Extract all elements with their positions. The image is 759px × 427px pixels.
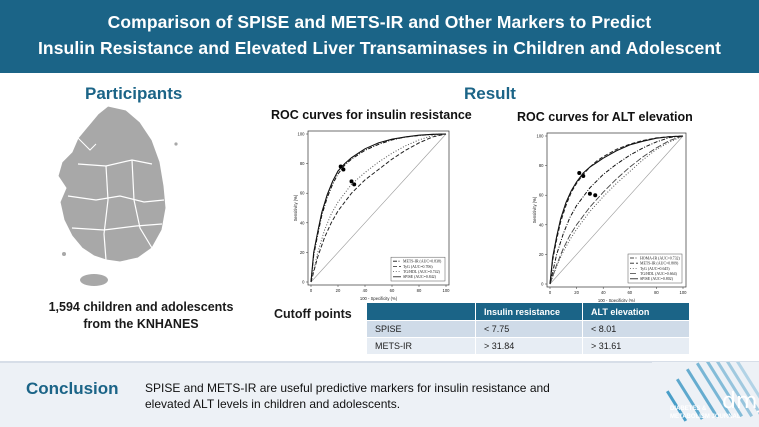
legend-box [627, 253, 683, 284]
plot-frame [546, 132, 687, 288]
result-heading: Result [464, 84, 516, 103]
conclusion-line-1: SPISE and METS-IR are useful predictive … [145, 381, 550, 395]
x-tick-label: 40 [363, 288, 368, 293]
cutoff-point [352, 182, 357, 187]
y-axis-label: Sensitivity (%) [293, 194, 298, 221]
y-tick-label: 80 [539, 163, 544, 168]
x-tick-label: 80 [417, 288, 422, 293]
cutoff-point [341, 167, 346, 172]
cutoff-label: Cutoff points [274, 307, 352, 321]
reference-diagonal [549, 135, 684, 285]
conclusion-panel [0, 361, 759, 427]
x-tick-label: 100 [443, 288, 451, 293]
roc-curve-line [310, 133, 447, 283]
y-tick-label: 0 [302, 280, 305, 285]
x-axis-label: 100 - Specificity (%) [598, 298, 636, 303]
cutoff-point [338, 164, 343, 169]
roc-ir-title: ROC curves for insulin resistance [271, 108, 472, 122]
participants-line-2: from the KNHANES [83, 317, 199, 331]
plot-frame [307, 130, 450, 286]
legend-entry: TG/HDL (AUC=0.664) [640, 272, 678, 276]
legend-entry: TyG (AUC=0.645) [640, 267, 670, 271]
y-tick-label: 100 [537, 134, 545, 139]
table-header-cell: ALT elevation [582, 302, 690, 321]
participants-line-1: 1,594 children and adolescents [48, 300, 234, 314]
y-tick-label: 100 [298, 132, 306, 137]
y-tick-label: 80 [300, 161, 305, 166]
y-axis-label: Sensitivity (%) [532, 196, 537, 223]
x-tick-label: 60 [390, 288, 395, 293]
x-tick-label: 80 [654, 290, 659, 295]
x-tick-label: 20 [336, 288, 341, 293]
table-cell: > 31.61 [582, 337, 690, 355]
cutoff-point [593, 193, 598, 198]
cutoff-table: Insulin resistance ALT elevation SPISE <… [366, 302, 690, 355]
table-cell: METS-IR [366, 337, 476, 355]
y-tick-label: 20 [300, 250, 305, 255]
roc-ir-chart: 00 20 20 40 40 60 60 80 80 100 100 100 - Specificit… [292, 126, 454, 302]
legend-entry: METS-IR (AUC=0.809) [640, 262, 679, 266]
table-cell: SPISE [366, 320, 476, 338]
roc-curve-line [549, 135, 684, 285]
roc-alt-chart: 00 20 20 40 40 60 60 80 80 100 100 100 - Specificit… [531, 128, 691, 304]
participants-heading: Participants [85, 84, 183, 103]
roc-curve-line [310, 133, 447, 283]
roc-curve-line [549, 135, 684, 285]
roc-curve-line [549, 135, 684, 285]
roc-curve-line [549, 135, 684, 285]
title-line-1: Comparison of SPISE and METS-IR and Othe… [107, 12, 652, 32]
korea-map [57, 105, 178, 286]
y-tick-label: 20 [539, 252, 544, 257]
x-tick-label: 100 [680, 290, 688, 295]
legend-box [390, 256, 446, 282]
conclusion-line-2: elevated ALT levels in children and adol… [145, 397, 401, 411]
y-tick-label: 40 [300, 220, 305, 225]
y-tick-label: 60 [300, 191, 305, 196]
cutoff-point [577, 171, 582, 175]
x-tick-label: 0 [310, 288, 313, 293]
roc-curve-line [549, 135, 684, 285]
roc-curve-line [310, 133, 447, 283]
cutoff-point [587, 191, 592, 196]
reference-diagonal [310, 133, 447, 283]
table-header-cell [366, 302, 476, 321]
table-cell: < 7.75 [475, 320, 583, 338]
header-banner: Comparison of SPISE and METS-IR and Othe… [0, 0, 759, 73]
conclusion-text: SPISE and METS-IR are useful predictive … [145, 380, 625, 412]
title-line-2: Insulin Resistance and Elevated Liver Tr… [37, 38, 722, 58]
table-cell: < 8.01 [582, 320, 690, 338]
y-tick-label: 60 [539, 193, 544, 198]
legend-entry: TG/HDL (AUC=0.742) [403, 270, 441, 274]
y-tick-label: 0 [541, 282, 544, 287]
legend-entry: HOMA-IR (AUC=0.732) [640, 256, 681, 260]
logo-line-1: DIABETES & [670, 406, 707, 412]
legend-entry: SPISE (AUC=0.842) [403, 275, 437, 279]
table-row: SPISE < 7.75 < 8.01 [366, 320, 690, 338]
x-tick-label: 20 [574, 290, 579, 295]
x-tick-label: 40 [601, 290, 606, 295]
roc-alt-title: ROC curves for ALT elevation [517, 110, 693, 124]
logo-mark: dmj [722, 389, 759, 414]
x-axis-label: 100 - Specificity (%) [360, 296, 398, 301]
table-cell: > 31.84 [475, 337, 583, 355]
legend-entry: TyG (AUC=0.706) [403, 265, 433, 269]
conclusion-heading: Conclusion [26, 379, 119, 398]
logo-line-2: METABOLISM JOURNAL [670, 414, 741, 420]
table-header-row: Insulin resistance ALT elevation [366, 302, 690, 321]
table-header-cell: Insulin resistance [475, 302, 583, 321]
legend-entry: SPISE (AUC=0.802) [640, 277, 674, 281]
table-row: METS-IR > 31.84 > 31.61 [366, 337, 690, 355]
journal-logo: DIABETES & METABOLISM JOURNAL dmj [652, 362, 759, 427]
cutoff-point [349, 179, 354, 184]
y-tick-label: 40 [539, 222, 544, 227]
legend-entry: METS-IR (AUC=0.838) [403, 260, 442, 264]
x-tick-label: 0 [549, 290, 552, 295]
x-tick-label: 60 [627, 290, 632, 295]
